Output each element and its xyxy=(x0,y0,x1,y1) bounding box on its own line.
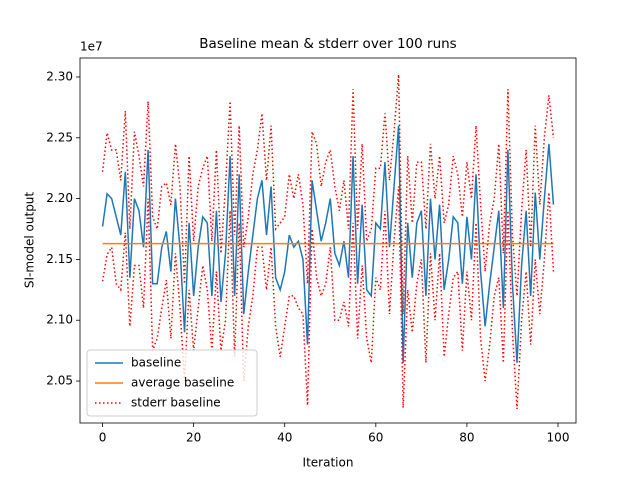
y-tick-label: 2.25 xyxy=(46,130,73,144)
series-line xyxy=(101,186,555,410)
y-tick-label: 2.10 xyxy=(46,313,73,327)
x-tick-label: 40 xyxy=(277,431,292,445)
x-tick-label: 0 xyxy=(99,431,107,445)
x-tick-label: 20 xyxy=(186,431,201,445)
plot-frame xyxy=(79,57,577,424)
y-tick-label: 2.15 xyxy=(46,252,73,266)
x-axis-label: Iteration xyxy=(303,456,354,470)
legend-label: average baseline xyxy=(131,376,234,390)
series-line xyxy=(101,125,555,363)
chart-title: Baseline mean & stderr over 100 runs xyxy=(199,36,456,52)
y-axis-label: SI-model output xyxy=(23,192,37,289)
y-offset-label: 1e7 xyxy=(80,40,103,54)
legend-label: stderr baseline xyxy=(131,396,221,410)
y-tick-label: 2.05 xyxy=(46,374,73,388)
legend-label: baseline xyxy=(131,356,181,370)
series-line xyxy=(101,74,555,315)
x-tick-label: 60 xyxy=(368,431,383,445)
x-tick-label: 80 xyxy=(459,431,474,445)
y-tick-label: 2.20 xyxy=(46,191,73,205)
legend-box xyxy=(86,349,258,417)
y-tick-label: 2.30 xyxy=(46,69,73,83)
x-tick-label: 100 xyxy=(547,431,570,445)
